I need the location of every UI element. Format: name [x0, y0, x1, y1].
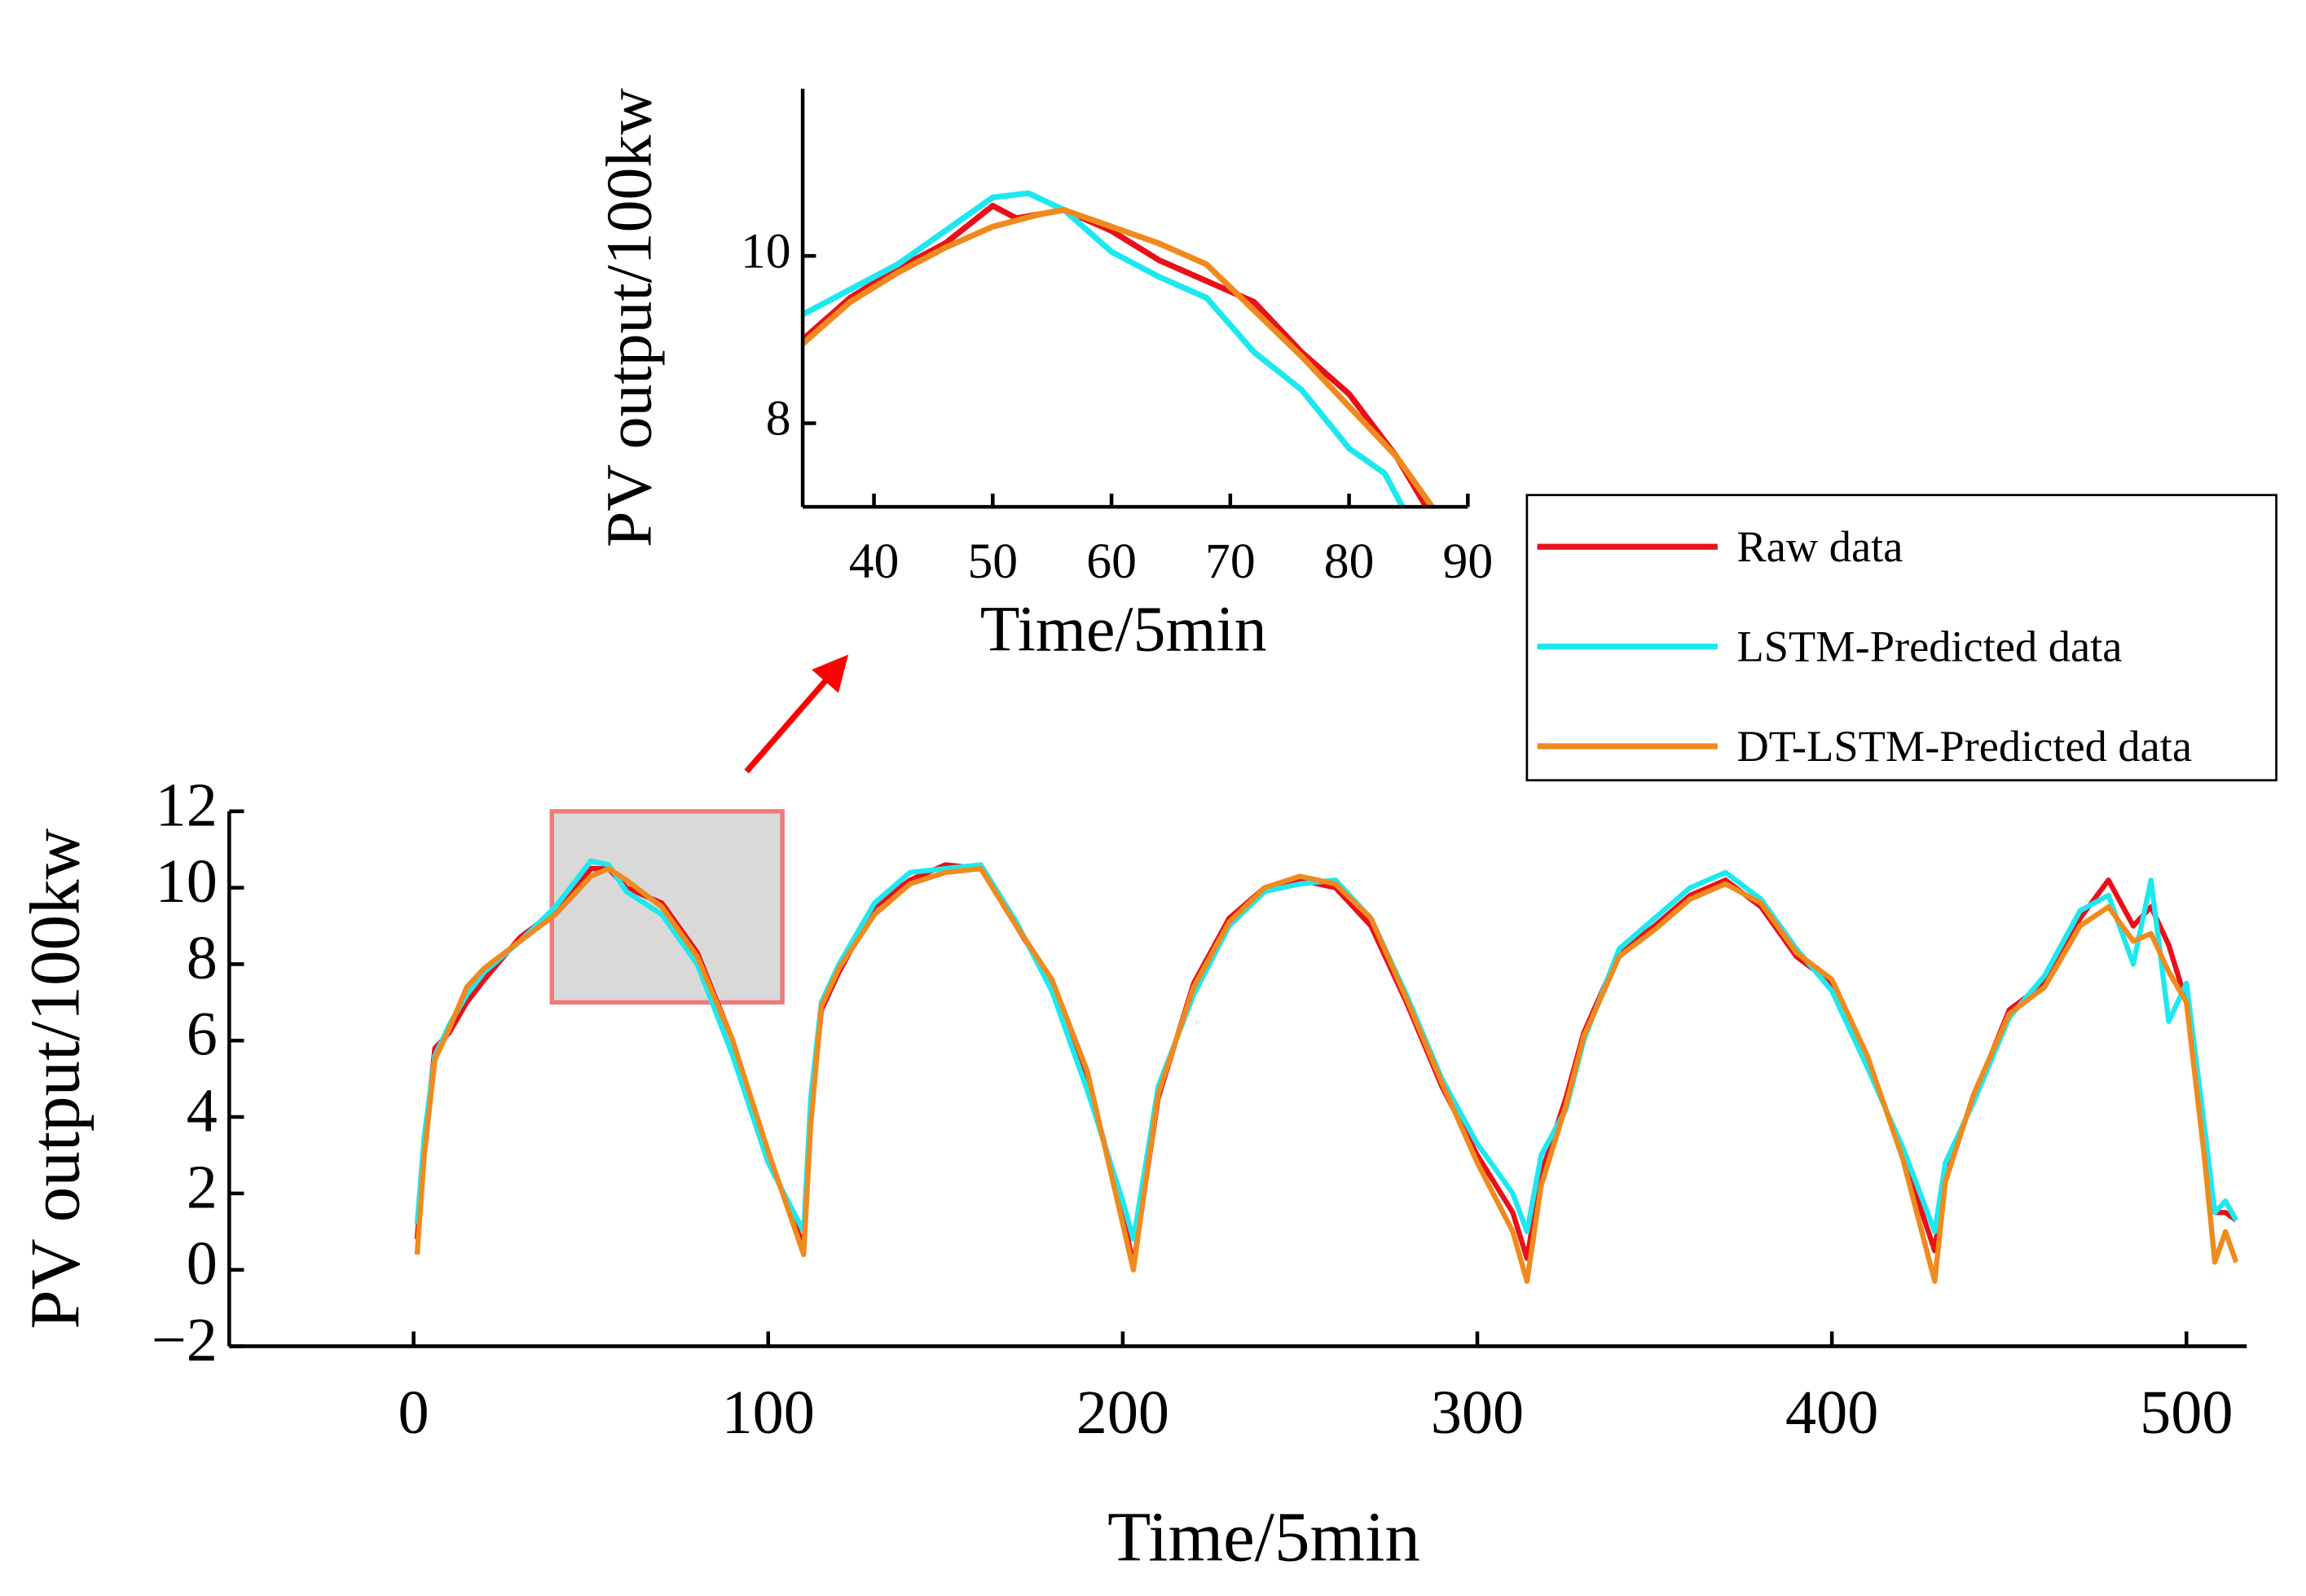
- y-axis-label: PV output/100kw: [15, 828, 94, 1329]
- y-tick-label: 8: [766, 391, 791, 446]
- x-tick-label: 400: [1785, 1378, 1878, 1447]
- x-tick-label: 60: [1086, 534, 1137, 589]
- series-line: [803, 207, 1435, 508]
- x-tick-label: 200: [1076, 1378, 1169, 1447]
- plot-lines: [414, 858, 2239, 1284]
- series-line: [414, 866, 2239, 1284]
- x-tick-label: 40: [849, 534, 900, 589]
- y-tick-label: 6: [187, 1000, 218, 1069]
- plot-lines: [803, 190, 1435, 508]
- legend-label: DT-LSTM-Predicted data: [1736, 722, 2192, 771]
- x-tick-label: 0: [398, 1378, 429, 1447]
- y-tick-label: 2: [187, 1153, 218, 1221]
- y-tick-label: 8: [187, 924, 218, 992]
- y-tick-label: 4: [187, 1077, 218, 1145]
- y-axis-label: PV output/100kw: [593, 88, 665, 547]
- y-tick-label: 12: [156, 771, 218, 839]
- x-tick-label: 80: [1324, 534, 1375, 589]
- series-line: [803, 190, 1406, 508]
- legend-label: Raw data: [1736, 522, 1903, 571]
- x-tick-label: 300: [1431, 1378, 1524, 1447]
- y-tick-label: −2: [152, 1306, 218, 1374]
- x-axis-label: Time/5min: [1107, 1497, 1420, 1576]
- y-tick-label: 10: [741, 223, 791, 279]
- legend-box: [1525, 494, 2277, 782]
- x-tick-label: 70: [1205, 534, 1256, 589]
- legend-label: LSTM-Predicted data: [1736, 622, 2122, 671]
- x-tick-label: 500: [2140, 1378, 2233, 1447]
- zoom-arrow: [744, 654, 849, 774]
- y-tick-label: 10: [156, 847, 218, 916]
- x-tick-label: 100: [722, 1378, 815, 1447]
- y-tick-label: 0: [187, 1229, 218, 1298]
- x-axis-label: Time/5min: [980, 593, 1267, 665]
- x-tick-label: 50: [967, 534, 1018, 589]
- x-tick-label: 90: [1443, 534, 1494, 589]
